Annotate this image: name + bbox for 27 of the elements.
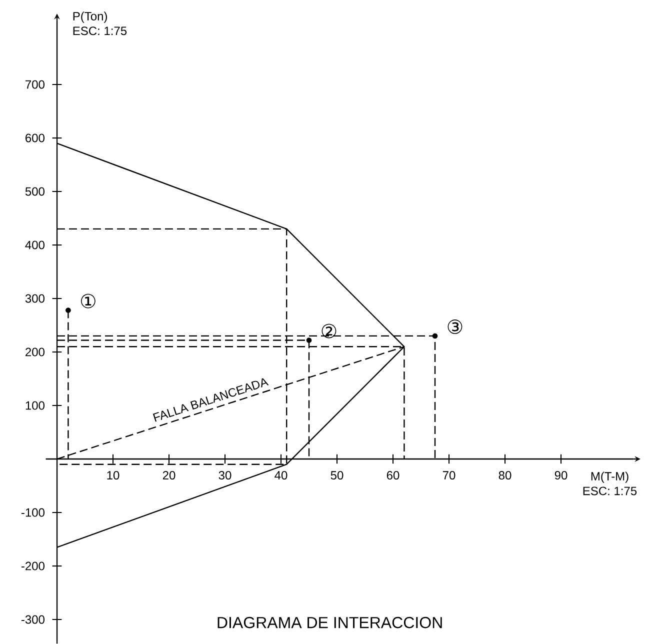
y-tick-label: -100 bbox=[21, 508, 44, 517]
text: DIAGRAMA DE INTERACCION bbox=[218, 616, 442, 628]
y-tick-label: -300 bbox=[21, 615, 44, 624]
y-tick-label: 600 bbox=[26, 134, 44, 142]
y-tick-label: 300 bbox=[25, 294, 44, 303]
x-tick-label: 70 bbox=[442, 471, 456, 480]
x-tick-label: 50 bbox=[330, 471, 344, 480]
y-tick-label: 200 bbox=[26, 348, 44, 356]
x-axis-title: M(T-M) bbox=[591, 472, 628, 483]
y-tick-label: -200 bbox=[21, 562, 44, 570]
x-tick-label: 30 bbox=[218, 471, 232, 480]
x-tick-label: 10 bbox=[107, 471, 120, 480]
series-label: ① bbox=[81, 294, 96, 308]
x-tick-label: 60 bbox=[386, 471, 400, 480]
y-tick-label: 500 bbox=[25, 187, 44, 196]
x-tick-label: 20 bbox=[162, 471, 176, 480]
series-label: ② bbox=[322, 324, 336, 338]
x-tick-label: 40 bbox=[274, 471, 288, 480]
y-tick-label: 700 bbox=[26, 80, 44, 89]
annotation: ESC: 1:75 bbox=[73, 26, 127, 36]
x-tick-label: 90 bbox=[554, 471, 568, 480]
y-axis-title: P(Ton) bbox=[73, 12, 107, 23]
y-tick-label: 100 bbox=[26, 401, 44, 410]
annotation: ESC: 1:75 bbox=[583, 486, 637, 496]
x-tick-label: 80 bbox=[498, 471, 512, 480]
series-label: ③ bbox=[448, 320, 462, 334]
y-tick-label: 400 bbox=[25, 240, 44, 250]
